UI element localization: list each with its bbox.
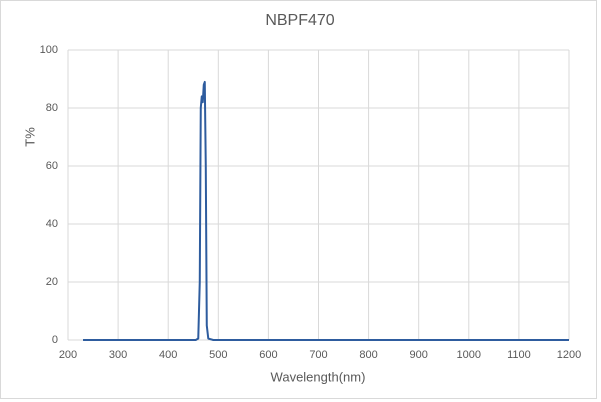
x-tick-label: 400 bbox=[159, 349, 177, 361]
data-line bbox=[83, 80, 569, 341]
x-tick-label: 1000 bbox=[457, 349, 481, 361]
y-axis-label: T% bbox=[22, 127, 37, 147]
x-tick-label: 800 bbox=[359, 349, 377, 361]
x-tick-label: 600 bbox=[259, 349, 277, 361]
x-tick-label: 200 bbox=[59, 349, 77, 361]
x-tick-label: 300 bbox=[109, 349, 127, 361]
x-tick-label: 500 bbox=[209, 349, 227, 361]
x-tick-label: 900 bbox=[410, 349, 428, 361]
x-tick-label: 700 bbox=[309, 349, 327, 361]
y-tick-label: 80 bbox=[46, 102, 58, 114]
chart-title: NBPF470 bbox=[265, 12, 334, 29]
y-tick-label: 0 bbox=[52, 334, 58, 346]
y-tick-label: 40 bbox=[46, 218, 58, 230]
y-tick-label: 20 bbox=[46, 276, 58, 288]
x-axis-label: Wavelength(nm) bbox=[271, 369, 366, 384]
y-tick-label: 60 bbox=[46, 160, 58, 172]
x-tick-label: 1200 bbox=[557, 349, 581, 361]
x-tick-label: 1100 bbox=[507, 349, 531, 361]
y-tick-label: 100 bbox=[40, 44, 58, 56]
